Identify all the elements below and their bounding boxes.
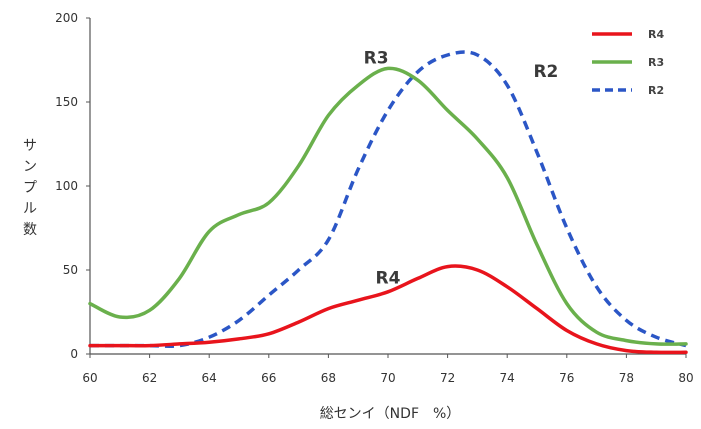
- x-tick-label: 62: [142, 371, 157, 385]
- y-axis-label: サンプル数: [23, 138, 37, 238]
- x-tick-label: 64: [202, 371, 217, 385]
- x-tick-label: 80: [678, 371, 693, 385]
- series-label-r4: R4: [376, 268, 401, 288]
- legend-label-r3: R3: [648, 56, 664, 69]
- series-line-r2: [89, 50, 687, 348]
- legend: R4 R3 R2: [592, 28, 664, 97]
- y-tick-label: 200: [55, 11, 78, 25]
- series-label-r2: R2: [533, 62, 558, 82]
- series-labels: R4 R3 R2: [364, 48, 559, 288]
- series-line-r4: [88, 264, 688, 355]
- series-line-r3: [88, 66, 688, 346]
- legend-label-r4: R4: [648, 28, 664, 41]
- y-tick-label: 150: [55, 95, 78, 109]
- x-tick-label: 78: [619, 371, 634, 385]
- x-tick-label: 70: [380, 371, 395, 385]
- x-tick-label: 72: [440, 371, 455, 385]
- y-tick-label: 50: [63, 263, 78, 277]
- x-tick-label: 68: [321, 371, 336, 385]
- series-label-r3: R3: [364, 48, 389, 68]
- y-tick-label: 100: [55, 179, 78, 193]
- series-group: [88, 50, 688, 355]
- x-axis-ticks: 60 62 64 66 68 70 72 74 76 78 80: [82, 354, 694, 385]
- x-tick-label: 76: [559, 371, 574, 385]
- x-tick-label: 74: [500, 371, 515, 385]
- x-axis-label: 総センイ（NDF %）: [320, 406, 461, 422]
- y-tick-label: 0: [70, 347, 78, 361]
- x-tick-label: 60: [82, 371, 97, 385]
- y-axis-ticks: 0 50 100 150 200: [55, 11, 90, 361]
- legend-label-r2: R2: [648, 84, 664, 97]
- x-tick-label: 66: [261, 371, 276, 385]
